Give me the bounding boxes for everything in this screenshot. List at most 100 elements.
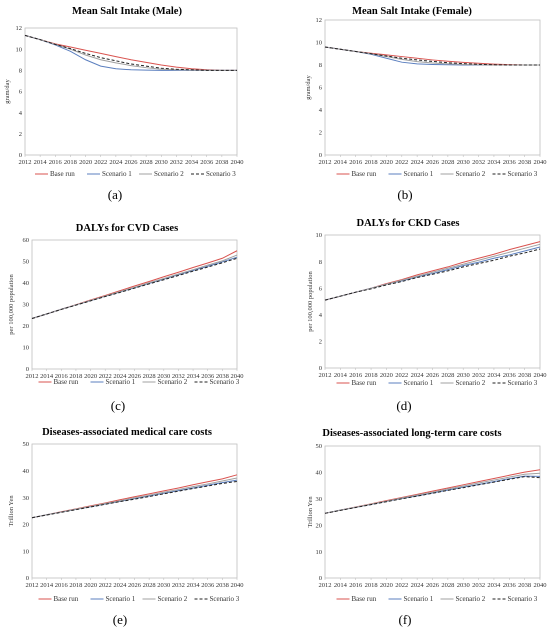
y-tick-label: 4: [319, 312, 323, 319]
y-tick-label: 30: [23, 302, 30, 309]
legend-entry: Scenario 3: [206, 170, 236, 178]
x-tick-label: 2038: [518, 582, 531, 589]
x-tick-label: 2040: [231, 159, 244, 166]
x-tick-label: 2020: [380, 159, 393, 166]
legend-entry: Base run: [54, 595, 79, 603]
chart-title: Diseases-associated long-term care costs: [322, 428, 501, 439]
chart-panel: Mean Salt Intake (Male) 0 2 4 6 8 10 12 2012 2014…: [4, 6, 244, 202]
legend-entry: Scenario 2: [158, 595, 188, 603]
series-line-scenario-3: [24, 34, 237, 71]
panel-label: (c): [111, 398, 125, 413]
x-tick-label: 2022: [94, 159, 107, 166]
panel-label: (f): [399, 612, 412, 627]
y-tick-label: 12: [316, 17, 323, 24]
y-tick-label: 12: [16, 25, 23, 32]
x-tick-label: 2032: [472, 372, 485, 379]
x-tick-label: 2018: [365, 159, 378, 166]
plot-area: [324, 19, 541, 156]
x-tick-label: 2016: [349, 159, 363, 166]
y-tick-label: 40: [23, 468, 30, 475]
y-tick-label: 8: [19, 68, 22, 75]
x-tick-label: 2040: [534, 159, 547, 166]
x-tick-label: 2014: [34, 159, 48, 166]
x-tick-label: 2014: [40, 373, 54, 380]
x-tick-label: 2030: [157, 373, 170, 380]
y-tick-label: 30: [23, 495, 30, 502]
y-axis-label: per 100,000 population: [8, 274, 15, 335]
x-tick-label: 2026: [128, 373, 142, 380]
x-tick-label: 2022: [395, 372, 408, 379]
legend-entry: Base run: [50, 170, 75, 178]
x-tick-label: 2014: [334, 582, 348, 589]
y-tick-label: 0: [319, 365, 322, 372]
x-tick-label: 2030: [457, 582, 470, 589]
panel-label: (e): [113, 612, 127, 627]
y-tick-label: 0: [19, 152, 22, 159]
x-tick-label: 2034: [185, 159, 199, 166]
x-tick-label: 2014: [334, 372, 348, 379]
y-tick-label: 20: [316, 522, 323, 529]
x-tick-label: 2012: [319, 582, 332, 589]
y-tick-label: 60: [23, 237, 30, 244]
x-tick-label: 2018: [69, 373, 82, 380]
x-tick-label: 2036: [503, 159, 517, 166]
x-tick-label: 2032: [472, 582, 485, 589]
x-tick-label: 2018: [64, 159, 77, 166]
legend-entry: Base run: [352, 595, 377, 603]
chart-panel: Diseases-associated long-term care costs…: [307, 428, 547, 627]
x-tick-label: 2034: [487, 582, 501, 589]
y-tick-label: 2: [319, 130, 322, 137]
y-tick-label: 10: [23, 548, 30, 555]
legend-entry: Scenario 1: [106, 378, 136, 386]
chart-title: Diseases-associated medical care costs: [42, 427, 212, 438]
y-tick-label: 50: [316, 443, 323, 450]
y-tick-label: 10: [16, 46, 23, 53]
series-line-scenario-3: [31, 257, 238, 319]
y-tick-label: 30: [316, 496, 323, 503]
x-tick-label: 2030: [157, 582, 170, 589]
x-tick-label: 2026: [426, 582, 440, 589]
legend-entry: Scenario 3: [210, 595, 240, 603]
legend-entry: Scenario 2: [456, 595, 486, 603]
legend-entry: Scenario 3: [508, 379, 538, 387]
x-tick-label: 2028: [441, 582, 454, 589]
y-tick-label: 10: [316, 549, 323, 556]
panel-label: (b): [397, 187, 412, 202]
y-tick-label: 8: [319, 259, 322, 266]
legend-entry: Scenario 2: [154, 170, 184, 178]
x-tick-label: 2028: [441, 159, 454, 166]
x-tick-label: 2040: [534, 582, 547, 589]
y-tick-label: 0: [319, 575, 322, 582]
x-tick-label: 2030: [457, 159, 470, 166]
y-axis-label: gram/day: [305, 74, 312, 99]
legend-entry: Base run: [54, 378, 79, 386]
x-tick-label: 2020: [84, 582, 97, 589]
x-tick-label: 2032: [472, 159, 485, 166]
x-tick-label: 2018: [69, 582, 82, 589]
x-tick-label: 2024: [411, 582, 425, 589]
y-tick-label: 10: [316, 232, 323, 239]
x-tick-label: 2034: [487, 159, 501, 166]
legend-entry: Base run: [352, 379, 377, 387]
x-tick-label: 2024: [109, 159, 123, 166]
series-line-scenario-3: [324, 46, 540, 66]
legend-entry: Scenario 3: [508, 595, 538, 603]
x-tick-label: 2038: [216, 582, 229, 589]
x-tick-label: 2032: [172, 373, 185, 380]
x-tick-label: 2014: [40, 582, 54, 589]
x-tick-label: 2038: [216, 373, 229, 380]
x-tick-label: 2018: [365, 372, 378, 379]
legend-entry: Scenario 1: [404, 595, 434, 603]
y-tick-label: 6: [319, 285, 323, 292]
legend-entry: Scenario 2: [158, 378, 188, 386]
x-tick-label: 2036: [201, 582, 215, 589]
x-tick-label: 2018: [365, 582, 378, 589]
y-tick-label: 0: [26, 366, 29, 373]
x-tick-label: 2028: [140, 159, 153, 166]
panel-label: (d): [396, 398, 411, 413]
x-tick-label: 2016: [349, 372, 363, 379]
chart-title: Mean Salt Intake (Female): [352, 6, 472, 17]
